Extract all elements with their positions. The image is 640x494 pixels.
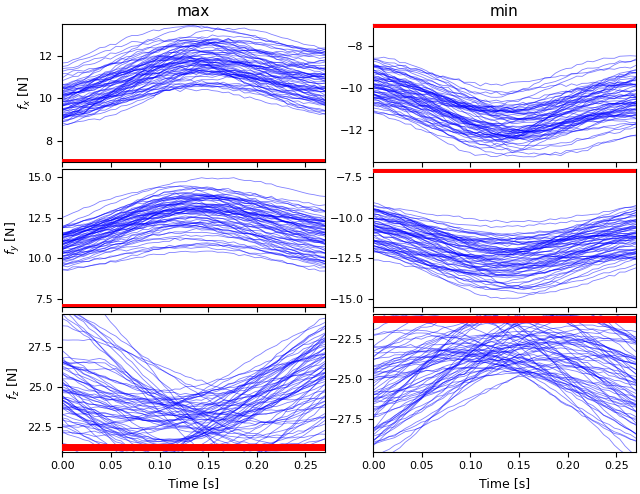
Y-axis label: $f_x$ [N]: $f_x$ [N]	[17, 76, 33, 110]
Title: min: min	[490, 4, 519, 19]
Y-axis label: $f_y$ [N]: $f_y$ [N]	[4, 221, 22, 255]
Y-axis label: $f_z$ [N]: $f_z$ [N]	[6, 366, 22, 400]
X-axis label: Time [s]: Time [s]	[479, 477, 530, 490]
Title: max: max	[177, 4, 210, 19]
X-axis label: Time [s]: Time [s]	[168, 477, 219, 490]
